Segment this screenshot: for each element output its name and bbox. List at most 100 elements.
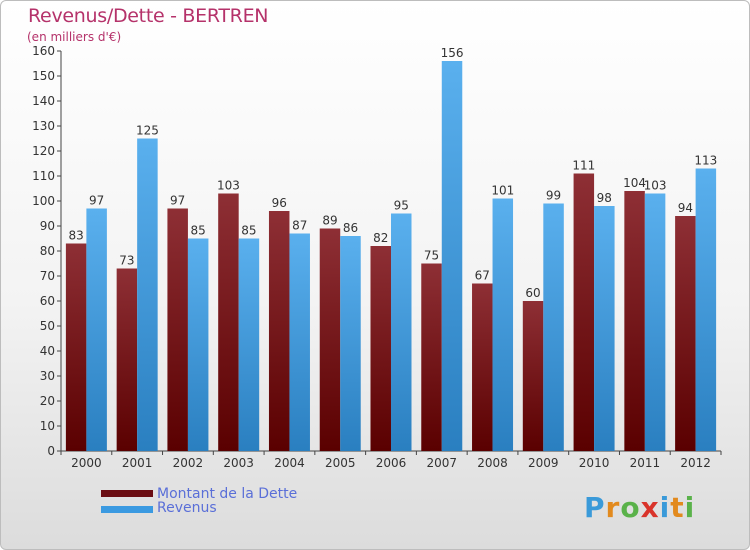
x-tick-label: 2005 [325,456,356,470]
bar-debt [370,246,391,451]
legend-label-revenue: Revenus [157,500,217,516]
y-tick-label: 140 [32,94,55,108]
bar-debt [65,243,87,451]
bar-revenue [289,233,310,451]
chart-title: Revenus/Dette - BERTREN [28,5,269,27]
data-label-revenue: 156 [441,46,464,60]
data-label-revenue: 103 [644,179,667,193]
y-tick-label: 130 [32,119,55,133]
y-tick-label: 40 [40,344,55,358]
bars-layer [65,61,717,451]
x-tick-label: 2009 [528,456,559,470]
bar-debt [624,191,645,451]
y-tick-label: 90 [40,219,55,233]
data-label-debt: 104 [623,176,646,190]
data-label-revenue: 125 [136,124,159,138]
legend-label-debt: Montant de la Dette [157,486,298,502]
bar-revenue [238,238,260,451]
y-tick-label: 120 [32,144,55,158]
data-label-revenue: 87 [292,219,307,233]
legend-swatch-revenue [101,506,153,513]
data-label-revenue: 95 [394,199,409,213]
data-label-debt: 111 [572,159,595,173]
logo-letter: r [605,491,621,524]
data-label-revenue: 99 [546,189,561,203]
bar-revenue [441,61,463,451]
bar-debt [573,173,595,451]
data-label-debt: 75 [424,249,439,263]
x-tick-label: 2006 [376,456,407,470]
data-label-revenue: 113 [694,154,717,168]
bar-revenue [86,208,107,451]
bar-revenue [391,213,412,451]
bar-revenue [594,206,615,451]
logo-letter: o [620,491,641,524]
bar-revenue [543,203,564,451]
data-label-revenue: 85 [191,224,206,238]
y-tick-label: 0 [47,444,55,458]
chart-subtitle: (en milliers d'€) [27,30,122,44]
y-tick-label: 60 [40,294,55,308]
bar-debt [675,216,696,451]
bar-debt [218,193,239,451]
data-label-debt: 96 [272,196,287,210]
data-label-revenue: 101 [491,184,514,198]
proxiti-logo: Proxiti [584,491,695,524]
logo-letter: x [640,491,660,524]
data-label-debt: 89 [322,214,337,228]
y-tick-label: 100 [32,194,55,208]
logo-letter: P [584,491,606,524]
x-tick-label: 2004 [274,456,305,470]
y-tick-label: 150 [32,69,55,83]
bar-revenue [695,168,717,451]
data-label-revenue: 98 [597,191,612,205]
data-label-debt: 60 [525,286,540,300]
legend-swatch-debt [101,490,153,497]
y-tick-label: 30 [40,369,55,383]
logo-letter: i [684,491,696,524]
y-tick-label: 70 [40,269,55,283]
bar-revenue [137,138,158,451]
data-label-revenue: 86 [343,221,358,235]
labels-layer: 83 97 73 125 97 85 103 85 96 87 89 86 82 95 75 156 67 101… [68,46,717,300]
logo-letter: i [659,491,671,524]
y-tick-label: 10 [40,419,55,433]
x-tick-label: 2012 [680,456,711,470]
x-tick-label: 2003 [223,456,254,470]
y-tick-label: 50 [40,319,55,333]
bar-revenue [644,193,666,451]
x-tick-label: 2011 [630,456,661,470]
y-tick-label: 20 [40,394,55,408]
data-label-debt: 82 [373,231,388,245]
bar-debt [421,263,442,451]
data-label-debt: 83 [68,229,83,243]
bar-debt [522,301,544,451]
x-tick-label: 2000 [71,456,102,470]
bar-debt [167,208,188,451]
data-label-revenue: 85 [241,224,256,238]
data-label-debt: 103 [217,179,240,193]
bar-revenue [492,198,514,451]
x-tick-label: 2002 [173,456,204,470]
bar-debt [319,228,341,451]
data-label-revenue: 97 [89,194,104,208]
bar-revenue [187,238,209,451]
x-tick-label: 2008 [477,456,508,470]
bar-revenue [340,236,361,451]
x-tick-label: 2010 [579,456,610,470]
bar-debt [116,268,138,451]
y-tick-label: 80 [40,244,55,258]
data-label-debt: 97 [170,194,185,208]
logo-letter: t [670,491,685,524]
x-tick-label: 2007 [426,456,457,470]
bar-debt [472,283,493,451]
data-label-debt: 73 [119,254,134,268]
y-tick-label: 110 [32,169,55,183]
data-label-debt: 67 [475,269,490,283]
x-tick-label: 2001 [122,456,153,470]
data-label-debt: 94 [678,201,693,215]
bar-debt [268,211,290,451]
y-tick-label: 160 [32,44,55,58]
